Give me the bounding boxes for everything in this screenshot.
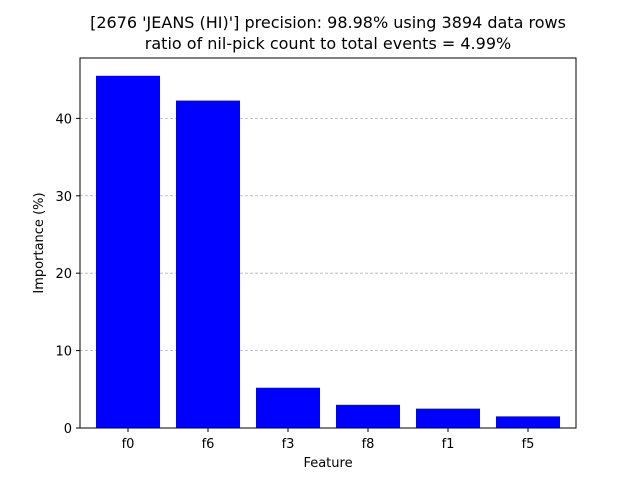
chart-subtitle: ratio of nil-pick count to total events …: [145, 34, 511, 53]
bar-f5: [496, 416, 560, 428]
y-tick-label: 40: [55, 112, 72, 127]
x-ticks: f0 f6 f3 f8 f1 f5: [122, 428, 535, 452]
bar-f1: [416, 408, 480, 428]
plot-frame: [79, 57, 577, 429]
chart-title: [2676 'JEANS (HI)'] precision: 98.98% us…: [90, 13, 566, 32]
x-tick-label-f0: f0: [122, 437, 135, 452]
x-tick-label-f1: f1: [442, 437, 455, 452]
y-tick-label: 20: [55, 267, 72, 282]
bar-f0: [96, 75, 160, 428]
y-ticks: 0 10 20 30 40: [55, 112, 80, 437]
bar-f3: [256, 387, 320, 428]
y-tick-label: 0: [64, 422, 72, 437]
y-axis-label: Importance (%): [32, 192, 47, 293]
bar-f8: [336, 404, 400, 428]
x-tick-label-f8: f8: [362, 437, 375, 452]
x-tick-label-f6: f6: [202, 437, 215, 452]
x-axis-label: Feature: [303, 456, 352, 471]
x-tick-label-f5: f5: [522, 437, 535, 452]
bars: [96, 75, 560, 429]
grid-lines: [80, 117, 576, 351]
y-tick-label: 10: [55, 345, 72, 360]
bar-f6: [176, 100, 240, 429]
x-tick-label-f3: f3: [282, 437, 295, 452]
y-tick-label: 30: [55, 190, 72, 205]
